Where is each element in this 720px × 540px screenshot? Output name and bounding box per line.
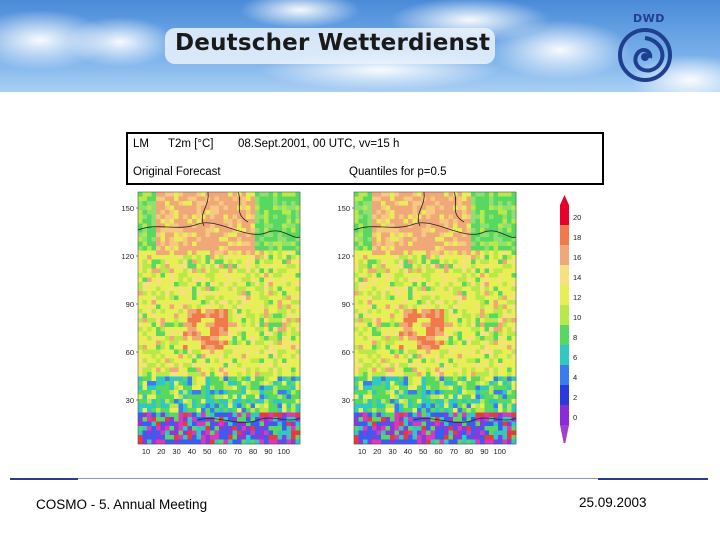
colorbar-segment bbox=[560, 365, 569, 385]
x-tick-label: 90 bbox=[480, 447, 488, 456]
colorbar-segment bbox=[560, 205, 569, 225]
left-map-title: Original Forecast bbox=[133, 166, 221, 178]
temperature-field bbox=[354, 192, 517, 445]
colorbar-segment bbox=[560, 385, 569, 405]
y-tick-label: 60 bbox=[126, 348, 134, 357]
colorbar-segment bbox=[560, 245, 569, 265]
colorbar-label: 4 bbox=[573, 373, 577, 382]
meeting-date: 25.09.2003 bbox=[579, 495, 647, 510]
x-tick-label: 80 bbox=[249, 447, 257, 456]
colorbar-segment bbox=[560, 325, 569, 345]
x-tick-label: 80 bbox=[465, 447, 473, 456]
y-tick-label: 90 bbox=[342, 300, 350, 309]
x-tick-label: 90 bbox=[264, 447, 272, 456]
original-forecast-map: 150 120 90 60 30 10 20 30 40 50 60 70 80 90 100 bbox=[110, 188, 305, 465]
dwd-logo-text: DWD bbox=[633, 12, 665, 25]
temperature-colorbar: 20 18 16 14 12 10 8 6 4 2 0 bbox=[548, 193, 588, 448]
colorbar-segment bbox=[560, 405, 569, 425]
x-tick-label: 50 bbox=[203, 447, 211, 456]
colorbar-label: 8 bbox=[573, 333, 577, 342]
x-tick-label: 40 bbox=[188, 447, 196, 456]
colorbar-label: 14 bbox=[573, 273, 581, 282]
header-banner: Deutscher Wetterdienst DWD bbox=[0, 0, 720, 92]
colorbar-label: 10 bbox=[573, 313, 581, 322]
x-tick-label: 10 bbox=[142, 447, 150, 456]
x-tick-label: 30 bbox=[172, 447, 180, 456]
y-tick-label: 30 bbox=[126, 396, 134, 405]
island-outline bbox=[417, 191, 465, 227]
y-tick-label: 150 bbox=[337, 204, 350, 213]
x-tick-label: 60 bbox=[434, 447, 442, 456]
colorbar-segment bbox=[560, 225, 569, 245]
y-tick-label: 120 bbox=[337, 252, 350, 261]
x-tick-label: 10 bbox=[358, 447, 366, 456]
coastline bbox=[353, 222, 517, 238]
footer-divider-left bbox=[10, 478, 78, 480]
colorbar-label: 6 bbox=[573, 353, 577, 362]
colorbar-top-arrow bbox=[560, 195, 569, 205]
datetime-label: 08.Sept.2001, 00 UTC, vv=15 h bbox=[238, 138, 400, 150]
right-map-title: Quantiles for p=0.5 bbox=[349, 166, 447, 178]
sky-background bbox=[0, 0, 720, 92]
x-tick-label: 20 bbox=[373, 447, 381, 456]
model-label: LM bbox=[133, 138, 149, 150]
dwd-logo-icon bbox=[618, 28, 672, 82]
y-tick-label: 120 bbox=[121, 252, 134, 261]
coastline bbox=[137, 222, 301, 238]
meeting-name: COSMO - 5. Annual Meeting bbox=[36, 497, 208, 512]
quantile-map: 150 120 90 60 30 10 20 30 40 50 60 70 80 90 100 bbox=[326, 188, 521, 465]
colorbar-bottom-arrow bbox=[560, 425, 569, 447]
x-tick-label: 50 bbox=[419, 447, 427, 456]
y-tick-label: 30 bbox=[342, 396, 350, 405]
footer-divider-center bbox=[78, 478, 598, 479]
footer-divider-right bbox=[598, 478, 708, 480]
y-tick-label: 60 bbox=[342, 348, 350, 357]
colorbar-label: 16 bbox=[573, 253, 581, 262]
colorbar-label: 20 bbox=[573, 213, 581, 222]
x-tick-label: 100 bbox=[277, 447, 290, 456]
y-tick-label: 150 bbox=[121, 204, 134, 213]
x-tick-label: 40 bbox=[404, 447, 412, 456]
brand-title: Deutscher Wetterdienst bbox=[175, 30, 491, 56]
x-tick-label: 60 bbox=[218, 447, 226, 456]
island-outline bbox=[201, 191, 249, 227]
map-frame bbox=[137, 191, 301, 445]
colorbar-segment bbox=[560, 285, 569, 305]
colorbar-label: 18 bbox=[573, 233, 581, 242]
colorbar-segment bbox=[560, 265, 569, 285]
colorbar-segment bbox=[560, 345, 569, 365]
y-tick-label: 90 bbox=[126, 300, 134, 309]
forecast-info-box: LM T2m [°C] 08.Sept.2001, 00 UTC, vv=15 … bbox=[126, 132, 604, 185]
x-tick-label: 70 bbox=[450, 447, 458, 456]
mountain-contour bbox=[413, 417, 517, 423]
mountain-contour bbox=[197, 417, 301, 423]
x-tick-label: 70 bbox=[234, 447, 242, 456]
colorbar-segment bbox=[560, 305, 569, 325]
colorbar-label: 12 bbox=[573, 293, 581, 302]
x-tick-label: 100 bbox=[493, 447, 506, 456]
map-frame bbox=[353, 191, 517, 445]
colorbar-label: 0 bbox=[573, 413, 577, 422]
x-tick-label: 30 bbox=[388, 447, 396, 456]
x-tick-label: 20 bbox=[157, 447, 165, 456]
variable-label: T2m [°C] bbox=[168, 138, 214, 150]
colorbar-label: 2 bbox=[573, 393, 577, 402]
temperature-field bbox=[138, 192, 301, 445]
